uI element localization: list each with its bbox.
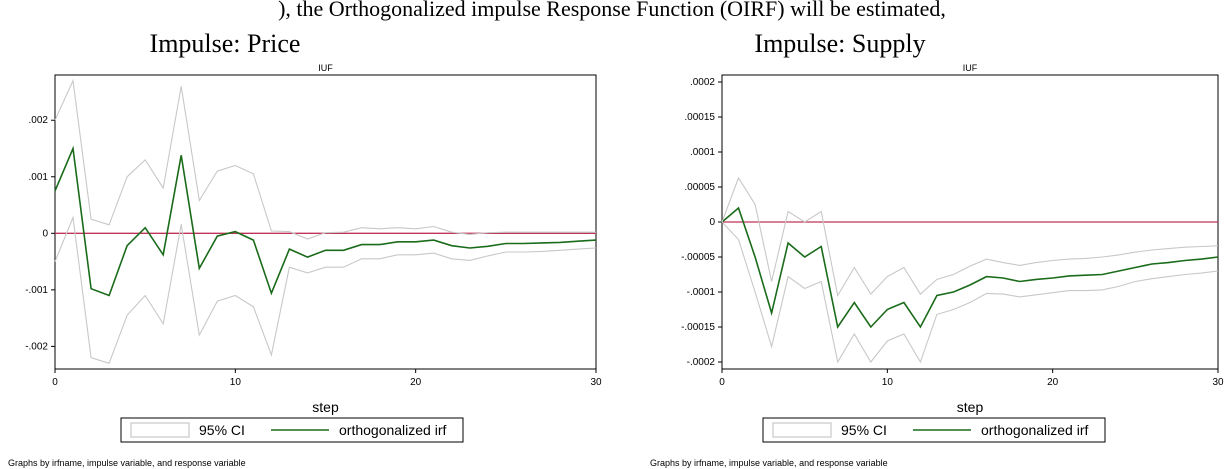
plot-frame: [54, 74, 597, 370]
graph-note: Graphs by irfname, impulse variable, and…: [8, 458, 246, 468]
chart-impulse-price: Impulse: Price IUF .002 .001 0 -.001 -.002 0 10 2…: [8, 29, 602, 468]
y-tick-label: 0: [42, 228, 48, 239]
legend-key-ci: [772, 422, 832, 438]
series-line-ci: [54, 215, 597, 364]
x-axis-label: step: [957, 399, 984, 415]
chart-impulse-supply: Impulse: Supply IUF .0002 .00015 .0001 .00005…: [650, 29, 1224, 468]
legend-key-ci: [130, 422, 190, 438]
legend-label-ci: 95% CI: [841, 422, 887, 438]
series-line-ci: [721, 221, 1219, 364]
series-line-irf: [54, 145, 597, 297]
x-tick-label: 30: [590, 377, 602, 388]
series-line-irf: [721, 206, 1219, 330]
x-tick-label: 10: [230, 377, 242, 388]
y-tick-label: -.002: [25, 341, 48, 352]
graph-note: Graphs by irfname, impulse variable, and…: [650, 458, 888, 468]
series-line-ci: [54, 78, 596, 240]
legend-label-irf: orthogonalized irf: [981, 422, 1089, 438]
x-tick-label: 0: [52, 377, 58, 388]
plot-title: IUF: [963, 63, 978, 73]
panel-heading: Impulse: Supply: [754, 29, 925, 58]
y-tick-label: -.00005: [681, 252, 715, 263]
x-tick-label: 20: [1047, 377, 1059, 388]
x-tick-label: 30: [1212, 377, 1224, 388]
y-tick-label: .00015: [684, 112, 715, 123]
y-tick-label: .001: [29, 172, 49, 183]
series-line-ci: [721, 176, 1219, 298]
y-tick-label: -.00015: [681, 322, 715, 333]
y-tick-label: -.0002: [687, 357, 716, 368]
legend-label-irf: orthogonalized irf: [339, 422, 447, 438]
plot-title: IUF: [318, 63, 333, 73]
x-tick-label: 10: [882, 377, 894, 388]
y-tick-label: -.001: [25, 285, 48, 296]
y-tick-label: .0001: [690, 147, 715, 158]
y-tick-label: .0002: [690, 77, 715, 88]
y-tick-label: .002: [29, 115, 49, 126]
header-fragment-text: ), the Orthogonalized impulse Response F…: [278, 0, 946, 21]
x-tick-label: 0: [719, 377, 725, 388]
y-tick-label: .00005: [684, 182, 715, 193]
x-axis-label: step: [312, 399, 339, 415]
panel-heading: Impulse: Price: [150, 29, 301, 58]
legend-label-ci: 95% CI: [199, 422, 245, 438]
x-tick-label: 20: [410, 377, 422, 388]
y-tick-label: -.0001: [687, 287, 716, 298]
y-tick-label: 0: [709, 217, 715, 228]
